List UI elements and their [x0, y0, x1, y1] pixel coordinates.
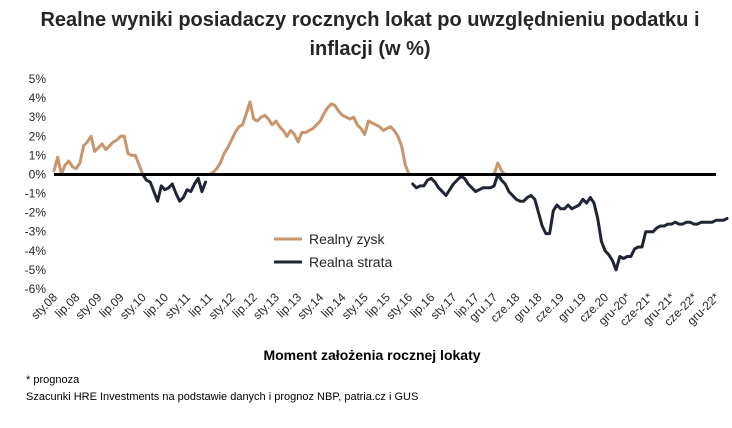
series-line-realna-strata — [411, 173, 729, 272]
footnote: * prognoza — [26, 374, 80, 386]
y-tick-label: -2% — [25, 206, 47, 220]
source-note: Szacunki HRE Investments na podstawie da… — [26, 391, 419, 403]
series-line-realny-zysk — [207, 100, 411, 176]
series-line-realny-zysk — [52, 134, 145, 176]
legend-label: Realna strata — [309, 254, 392, 270]
y-tick-label: -6% — [25, 282, 47, 296]
y-tick-label: 1% — [29, 148, 47, 162]
x-axis-label: Moment założenia rocznej lokaty — [263, 347, 480, 363]
x-axis: sty.08lip.08sty.09lip.09sty.10lip.10sty.… — [28, 290, 722, 329]
y-tick-label: -4% — [25, 244, 47, 258]
y-tick-label: 0% — [29, 167, 47, 181]
series-layer — [52, 100, 729, 272]
chart-title: Realne wyniki posiadaczy rocznych lokat … — [40, 9, 700, 60]
y-tick-label: 5% — [29, 72, 47, 86]
y-tick-label: 3% — [29, 110, 47, 124]
y-tick-label: -3% — [25, 225, 47, 239]
series-line-realny-zysk — [492, 161, 507, 176]
y-tick-label: 2% — [29, 129, 47, 143]
y-tick-label: -1% — [25, 187, 47, 201]
y-tick-label: -5% — [25, 263, 47, 277]
y-axis: 5% 4% 3% 2% 1% 0% -1% -2% -3% -4% -5% -6% — [25, 72, 47, 296]
legend-label: Realny zysk — [309, 231, 385, 247]
y-tick-label: 4% — [29, 91, 47, 105]
series-line-realna-strata — [141, 173, 208, 203]
legend: Realny zysk Realna strata — [274, 231, 392, 270]
